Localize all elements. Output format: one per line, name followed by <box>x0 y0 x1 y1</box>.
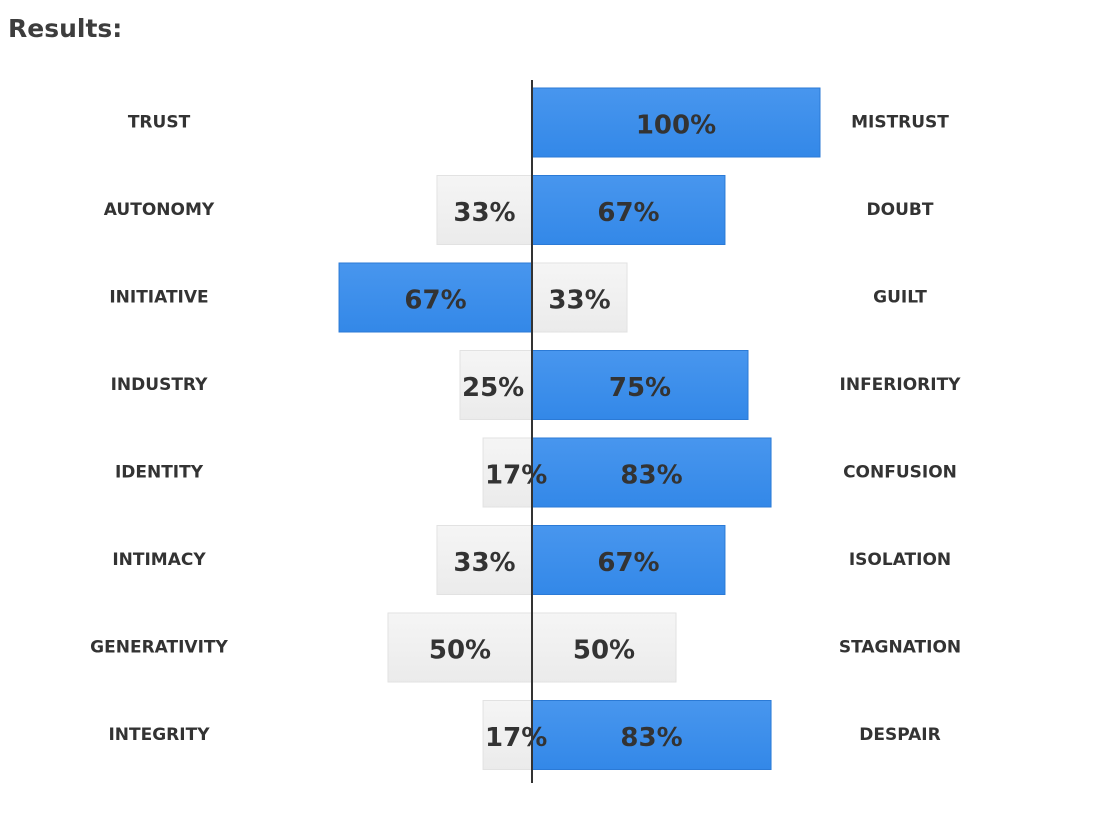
bar-left-autonomy <box>436 175 533 245</box>
results-heading: Results: <box>8 14 123 43</box>
category-label-left: GENERATIVITY <box>90 638 228 658</box>
value-label-right: 33% <box>548 286 610 316</box>
labels-layer: TRUST MISTRUST 100% AUTONOMY DOUBT 33% 67% INIT… <box>90 111 961 754</box>
bar-left-identity <box>482 437 533 508</box>
category-label-left: INDUSTRY <box>111 375 208 395</box>
category-label-right: ISOLATION <box>849 550 951 570</box>
value-label-left: 17% <box>485 461 547 491</box>
bar-left-intimacy <box>436 525 533 595</box>
value-label-left: 25% <box>462 373 524 403</box>
value-label-right: 75% <box>609 373 671 403</box>
category-label-left: TRUST <box>128 113 191 133</box>
value-label-left: 33% <box>453 198 515 228</box>
category-label-left: INTIMACY <box>112 550 206 570</box>
value-label-right: 50% <box>573 636 635 666</box>
category-label-right: CONFUSION <box>843 463 957 483</box>
bar-right-stagnation <box>531 612 677 683</box>
category-label-right: GUILT <box>873 288 927 308</box>
value-label-right: 83% <box>620 723 682 753</box>
category-label-right: DOUBT <box>867 200 934 220</box>
value-label-right: 100% <box>636 111 716 141</box>
bar-right-despair <box>531 700 772 770</box>
bar-right-inferiority <box>531 350 749 420</box>
value-label-right: 67% <box>597 198 659 228</box>
category-label-right: STAGNATION <box>839 638 961 658</box>
value-label-left: 67% <box>404 286 466 316</box>
value-label-left: 17% <box>485 723 547 753</box>
category-label-right: MISTRUST <box>851 113 949 133</box>
bar-left-integrity <box>482 700 533 770</box>
bar-left-generativity <box>387 612 533 683</box>
category-label-right: INFERIORITY <box>840 375 962 395</box>
value-label-left: 33% <box>453 548 515 578</box>
bars-layer <box>338 87 821 770</box>
bar-right-guilt <box>531 262 628 333</box>
bar-right-isolation <box>531 525 726 595</box>
category-label-left: INITIATIVE <box>109 288 208 308</box>
bar-right-doubt <box>531 175 726 245</box>
bar-left-industry <box>459 350 533 420</box>
value-label-right: 67% <box>597 548 659 578</box>
value-label-left: 50% <box>429 636 491 666</box>
bar-right-mistrust <box>531 87 821 158</box>
bar-left-initiative <box>338 262 533 333</box>
category-label-left: INTEGRITY <box>108 725 210 745</box>
category-label-left: IDENTITY <box>115 463 204 483</box>
category-label-right: DESPAIR <box>859 725 940 745</box>
category-label-left: AUTONOMY <box>104 200 215 220</box>
value-label-right: 83% <box>620 461 682 491</box>
